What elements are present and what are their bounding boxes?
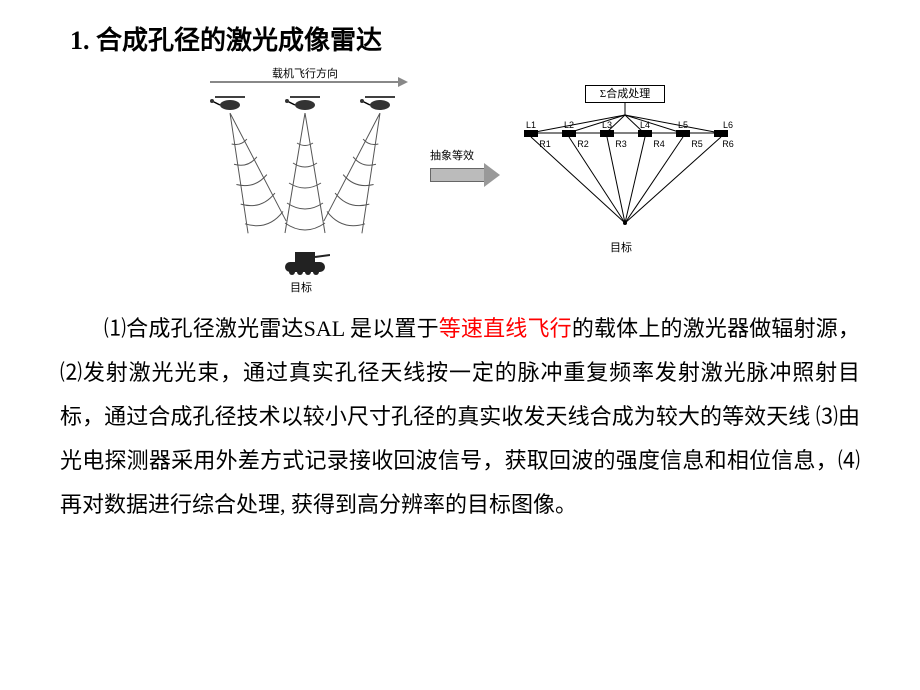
target-label: 目标 — [610, 239, 632, 255]
body-paragraph: ⑴合成孔径激光雷达SAL 是以置于等速直线飞行的载体上的激光器做辐射源，⑵发射激… — [60, 307, 860, 527]
flight-arrow-icon — [210, 81, 400, 83]
diagram-right-panel: Σ合成处理 L1 L2 L3 L4 L5 L6 R1 R — [510, 85, 740, 265]
synthetic-array-icon: L1 L2 L3 L4 L5 L6 R1 R2 R3 R4 R5 R6 — [510, 103, 740, 243]
svg-text:R4: R4 — [653, 139, 665, 149]
helicopter-icon — [285, 93, 325, 113]
svg-text:R5: R5 — [691, 139, 703, 149]
svg-text:L4: L4 — [640, 120, 650, 130]
diagram-container: 载机飞行方向 目标 抽象等效 Σ合成处理 — [180, 65, 740, 295]
diagram-left-panel: 载机飞行方向 目标 — [190, 65, 420, 295]
tank-target-icon — [280, 247, 330, 277]
body-text-segment: ⑴合成孔径激光雷达SAL 是以置于 — [104, 316, 439, 341]
target-label: 目标 — [290, 279, 312, 295]
equiv-arrow-icon — [430, 165, 500, 185]
svg-text:L3: L3 — [602, 120, 612, 130]
abstract-equiv-label: 抽象等效 — [430, 147, 474, 163]
flight-direction-label: 载机飞行方向 — [272, 65, 338, 81]
svg-text:R6: R6 — [722, 139, 734, 149]
svg-text:L6: L6 — [723, 120, 733, 130]
svg-text:L2: L2 — [564, 120, 574, 130]
body-text-highlight: 等速直线飞行 — [439, 316, 572, 341]
svg-text:L1: L1 — [526, 120, 536, 130]
svg-text:R3: R3 — [615, 139, 627, 149]
svg-text:R1: R1 — [539, 139, 551, 149]
body-text-segment: 的载体上的激光器做辐射源，⑵发射激光光束，通过真实孔径天线按一定的脉冲重复频率发… — [60, 316, 860, 517]
sigma-processing-box: Σ合成处理 — [585, 85, 665, 103]
slide-title: 1. 合成孔径的激光成像雷达 — [70, 20, 860, 57]
svg-text:R2: R2 — [577, 139, 589, 149]
svg-text:L5: L5 — [678, 120, 688, 130]
